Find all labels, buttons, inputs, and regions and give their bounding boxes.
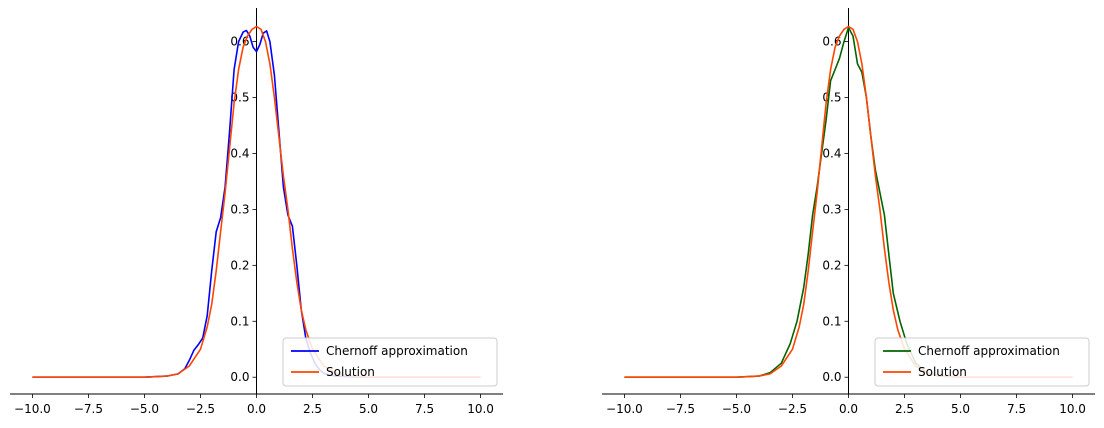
y-tick-label: 0.0 <box>230 370 249 384</box>
legend-label: Solution <box>326 365 375 379</box>
y-tick-label: 0.4 <box>822 146 841 160</box>
chart-panel-2: −10.0 −7.5 −5.0 −2.5 0.0 2.5 5.0 7.5 10.0 0.0 0.1 0… <box>602 8 1095 416</box>
legend-label: Chernoff approximation <box>918 344 1060 358</box>
y-tick-label: 0.3 <box>822 202 841 216</box>
x-tick-label: 7.5 <box>415 402 434 416</box>
chart-panel-1: −10.0 −7.5 −5.0 −2.5 0.0 2.5 5.0 7.5 10.0 0.0 0.1 0… <box>10 8 503 416</box>
x-tick-label: −10.0 <box>606 402 643 416</box>
x-tick-label: −2.5 <box>778 402 807 416</box>
y-tick-label: 0.3 <box>230 202 249 216</box>
y-tick-label: 0.1 <box>230 314 249 328</box>
series-line-2 <box>32 25 481 379</box>
legend-label: Solution <box>918 365 967 379</box>
x-tick-label: 10.0 <box>467 402 494 416</box>
x-tick-label: 10.0 <box>1059 402 1086 416</box>
y-tick-label: 0.4 <box>230 146 249 160</box>
y-tick-label: 0.2 <box>822 258 841 272</box>
series-line-2 <box>624 25 1073 379</box>
x-tick-label: −5.0 <box>722 402 751 416</box>
x-tick-label: −5.0 <box>130 402 159 416</box>
y-tick-label: 0.2 <box>230 258 249 272</box>
x-tick-label: 2.5 <box>895 402 914 416</box>
x-tick-label: 2.5 <box>303 402 322 416</box>
x-tick-label: −2.5 <box>186 402 215 416</box>
legend-box <box>282 337 498 387</box>
series-line-1 <box>624 26 1073 379</box>
x-tick-label: 5.0 <box>359 402 378 416</box>
x-tick-label: 5.0 <box>951 402 970 416</box>
legend-label: Chernoff approximation <box>326 344 468 358</box>
x-tick-label: −7.5 <box>74 402 103 416</box>
x-tick-label: 0.0 <box>247 402 266 416</box>
x-tick-label: −10.0 <box>14 402 51 416</box>
legend-box <box>874 337 1090 387</box>
y-tick-label: 0.5 <box>230 91 249 105</box>
x-tick-label: −7.5 <box>666 402 695 416</box>
y-tick-label: 0.0 <box>822 370 841 384</box>
x-tick-label: 7.5 <box>1007 402 1026 416</box>
y-tick-label: 0.1 <box>822 314 841 328</box>
y-tick-label: 0.5 <box>822 91 841 105</box>
x-tick-label: 0.0 <box>839 402 858 416</box>
